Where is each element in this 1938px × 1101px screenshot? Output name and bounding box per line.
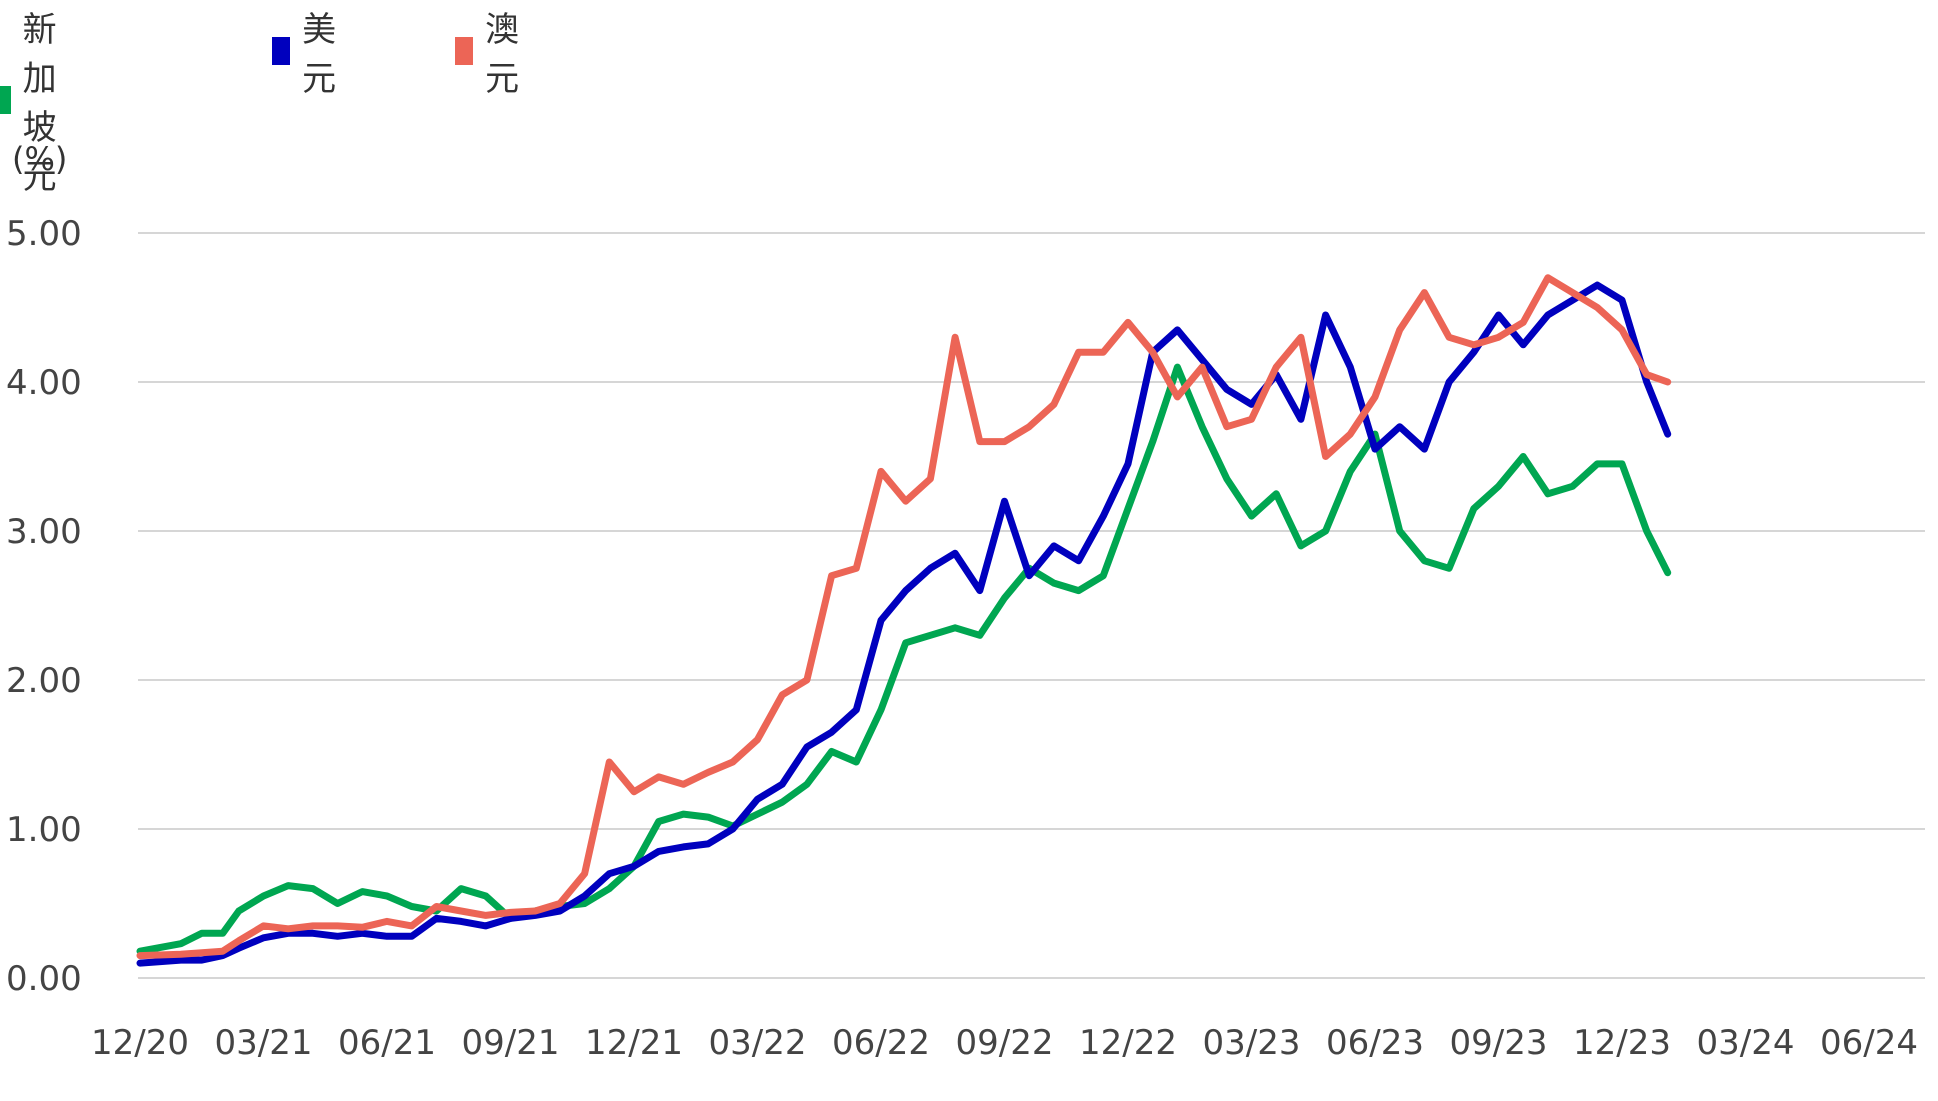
y-tick-label: 1.00 (6, 810, 82, 850)
gridlines (138, 232, 1925, 979)
x-tick-label: 12/20 (91, 1023, 189, 1063)
y-axis-unit-label: (%) (12, 140, 68, 178)
x-tick-label: 03/23 (1203, 1023, 1301, 1063)
x-tick-label: 09/21 (462, 1023, 560, 1063)
legend-swatch-aud (455, 37, 474, 65)
x-tick-label: 12/23 (1573, 1023, 1671, 1063)
legend-swatch-usd (272, 37, 291, 65)
y-tick-label: 2.00 (6, 661, 82, 701)
y-tick-labels: 0.00 1.00 2.00 3.00 4.00 5.00 (6, 214, 82, 999)
legend-label-aud: 澳元 (485, 10, 520, 99)
x-tick-label: 09/22 (956, 1023, 1054, 1063)
legend-item-usd: 美元 (272, 2, 346, 100)
legend-label-usd: 美元 (302, 10, 337, 99)
x-tick-label: 06/23 (1326, 1023, 1424, 1063)
legend-swatch-sgd (0, 86, 11, 114)
legend-item-sgd: 新加坡元 (0, 2, 74, 198)
y-tick-label: 0.00 (6, 959, 82, 999)
x-tick-label: 12/21 (585, 1023, 683, 1063)
x-tick-label: 06/24 (1820, 1023, 1918, 1063)
x-tick-label: 09/23 (1450, 1023, 1548, 1063)
x-tick-label: 06/22 (832, 1023, 930, 1063)
series-line-2 (136, 274, 1672, 960)
legend-item-aud: 澳元 (455, 2, 529, 100)
y-tick-label: 4.00 (6, 363, 82, 403)
x-tick-label: 03/22 (709, 1023, 807, 1063)
series-line-1 (136, 281, 1672, 967)
x-tick-label: 12/22 (1079, 1023, 1177, 1063)
legend-label-sgd: 新加坡元 (22, 10, 57, 197)
x-tick-labels: 12/20 03/21 06/21 09/21 12/21 03/22 06/22 09/22… (91, 1023, 1918, 1063)
x-tick-label: 06/21 (338, 1023, 436, 1063)
series-lines (136, 274, 1672, 967)
y-tick-label: 5.00 (6, 214, 82, 254)
x-tick-label: 03/24 (1697, 1023, 1795, 1063)
x-tick-label: 03/21 (215, 1023, 313, 1063)
series-line-0 (136, 363, 1672, 955)
y-tick-label: 3.00 (6, 512, 82, 552)
